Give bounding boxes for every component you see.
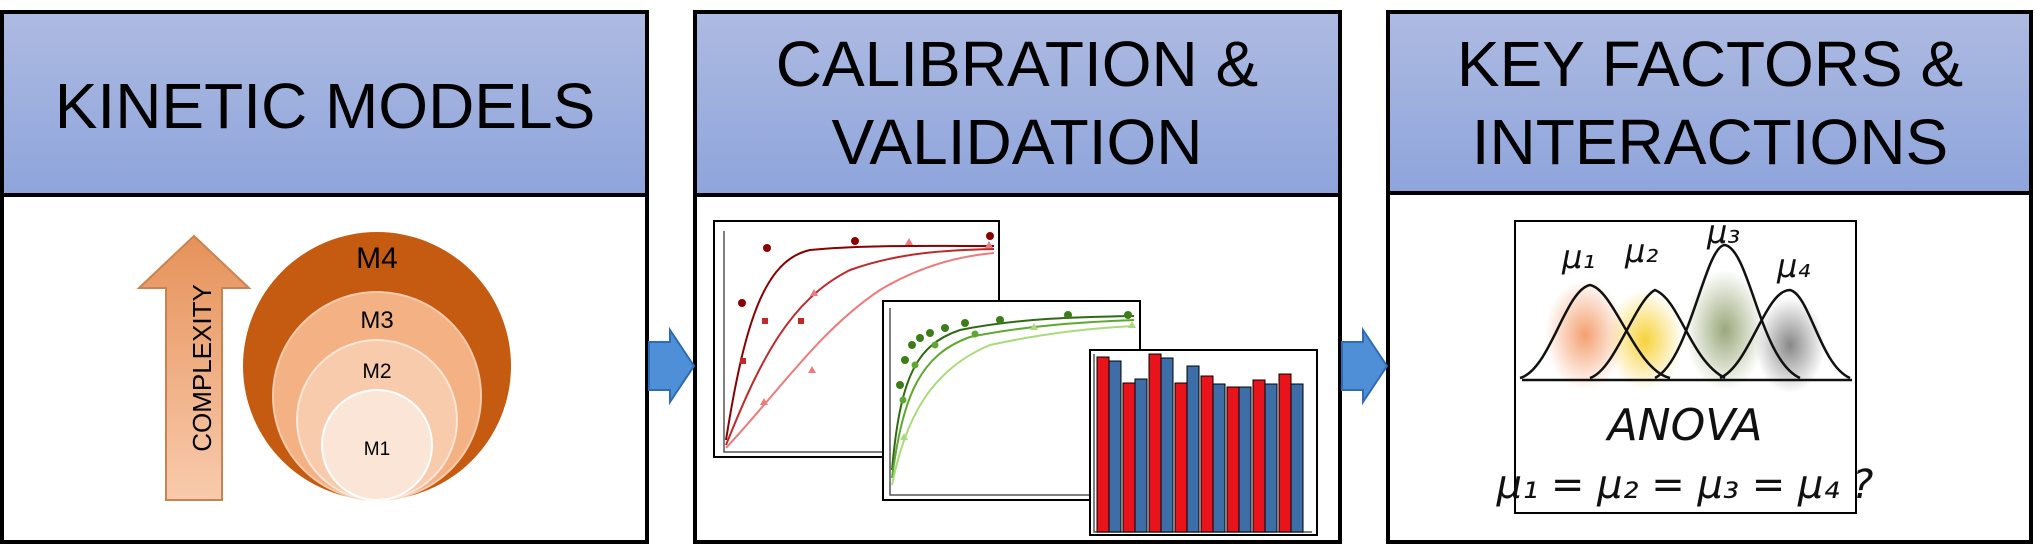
panel-title: KINETIC MODELS — [55, 70, 596, 142]
data-point — [740, 358, 746, 364]
panel-title: INTERACTIONS — [1472, 106, 1948, 178]
color-blob — [1755, 297, 1825, 393]
flow-arrow — [648, 326, 696, 406]
panel-title: CALIBRATION & — [776, 28, 1258, 100]
anova-sketch: μ₁ μ₂ μ₃ μ₄ ANOVA μ₁ = μ₂ = μ₃ = μ₄ ? — [1496, 213, 1874, 514]
mean-label: μ₁ — [1561, 238, 1595, 276]
fit-curve — [725, 244, 995, 441]
data-points — [896, 311, 1132, 404]
data-point — [986, 232, 994, 240]
panel-header — [1386, 10, 2033, 195]
fit-curve — [725, 252, 995, 449]
data-point — [851, 237, 859, 245]
model-label: M4 — [356, 242, 398, 275]
panel-header — [693, 10, 1342, 197]
panel-header — [0, 10, 649, 197]
data-point — [762, 318, 768, 324]
mean-label: μ₃ — [1706, 213, 1740, 251]
color-blob — [1607, 290, 1683, 390]
fit-curve — [725, 248, 995, 446]
color-blob — [1545, 280, 1625, 390]
distribution-curves — [1519, 243, 1852, 382]
bars — [1096, 353, 1304, 533]
color-blob — [1685, 270, 1765, 390]
chart-axes — [889, 308, 1134, 496]
arrow-label: COMPLEXITY — [187, 284, 217, 452]
model-label: M3 — [360, 307, 393, 334]
fit-curve — [891, 319, 1135, 479]
mean-label: μ₂ — [1624, 232, 1658, 270]
anova-label: ANOVA — [1605, 400, 1763, 451]
panel: KINETIC MODELS — [0, 10, 649, 544]
fit-curve — [891, 325, 1135, 486]
data-point — [738, 299, 746, 307]
flow-arrow — [1341, 326, 1389, 406]
hypothesis: μ₁ = μ₂ = μ₃ = μ₄ ? — [1496, 462, 1874, 508]
panel-title: VALIDATION — [831, 106, 1202, 178]
model-label: M2 — [362, 360, 391, 383]
panel: KEY FACTORS & INTERACTIONS — [1386, 10, 2033, 544]
data-point — [798, 318, 804, 324]
model-circle — [321, 389, 433, 501]
complexity-arrow — [136, 234, 252, 501]
model-label: M1 — [364, 439, 390, 460]
panel-title: KEY FACTORS & — [1457, 28, 1963, 100]
mean-label: μ₄ — [1776, 247, 1810, 285]
thumbnail-chart — [1089, 349, 1318, 536]
data-point — [763, 244, 771, 252]
